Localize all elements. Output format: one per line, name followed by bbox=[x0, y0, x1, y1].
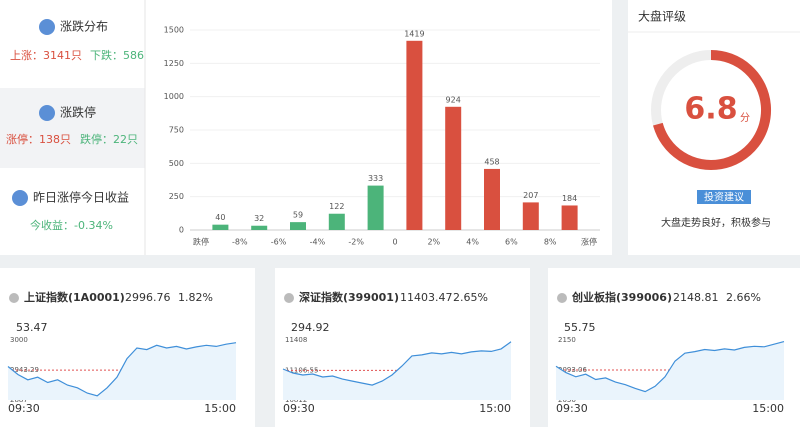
x-tick-label: 6% bbox=[505, 238, 518, 247]
x-tick-label: -6% bbox=[271, 238, 287, 247]
card-title: 深证指数(399001) bbox=[299, 290, 399, 304]
bar-label: 32 bbox=[254, 214, 264, 223]
y-tick-label: 750 bbox=[169, 126, 184, 135]
bar-label: 59 bbox=[293, 211, 303, 220]
x-tick-label: 15:00 bbox=[479, 402, 511, 415]
x-tick-label: 09:30 bbox=[8, 402, 40, 415]
card-title: 创业板指(399006) bbox=[571, 290, 672, 304]
bar bbox=[290, 222, 306, 230]
x-tick-label: -2% bbox=[348, 238, 364, 247]
y-tick-label: 11408 bbox=[285, 336, 307, 344]
section-title: 涨跌分布 bbox=[60, 19, 108, 34]
x-tick-label: 15:00 bbox=[204, 402, 236, 415]
bar bbox=[406, 40, 423, 230]
icon bbox=[557, 293, 567, 303]
card-title: 上证指数(1A0001) bbox=[24, 290, 125, 304]
gauge-arc bbox=[653, 50, 772, 170]
y-tick-label: 2150 bbox=[558, 336, 576, 344]
limit-down: 跌停：22只 bbox=[80, 132, 138, 146]
x-tick-label: 8% bbox=[544, 238, 557, 247]
price-line bbox=[7, 342, 237, 397]
card-change: 55.75 bbox=[564, 321, 596, 334]
card-pct: 2.66% bbox=[726, 291, 761, 304]
x-tick-label: 09:30 bbox=[556, 402, 588, 415]
bar bbox=[445, 106, 462, 230]
score-unit: 分 bbox=[740, 112, 750, 124]
x-tick-label: 4% bbox=[466, 238, 479, 247]
advice-button-label[interactable]: 投资建议 bbox=[704, 191, 744, 204]
icon bbox=[9, 293, 19, 303]
bar-label: 333 bbox=[368, 174, 383, 183]
card-change: 294.92 bbox=[291, 321, 330, 334]
area bbox=[556, 341, 784, 400]
x-tick-label: 09:30 bbox=[283, 402, 315, 415]
advice-button[interactable] bbox=[697, 190, 751, 204]
y-tick-label: 250 bbox=[169, 192, 184, 201]
bar bbox=[251, 225, 268, 230]
card-price: 2996.76 bbox=[125, 291, 171, 304]
icon bbox=[284, 293, 294, 303]
icon bbox=[39, 105, 55, 121]
card-price: 2148.81 bbox=[673, 291, 719, 304]
card-price: 11403.47 bbox=[400, 291, 453, 304]
price-line bbox=[555, 341, 785, 393]
bar bbox=[484, 168, 500, 230]
bar bbox=[522, 202, 539, 230]
bar-label: 122 bbox=[329, 202, 344, 211]
y-tick-label: 3000 bbox=[10, 336, 28, 344]
card-change: 53.47 bbox=[16, 321, 48, 334]
icon bbox=[12, 190, 28, 206]
area bbox=[8, 342, 236, 400]
down-count: 下跌：586 bbox=[90, 48, 144, 62]
bar-label: 184 bbox=[562, 194, 577, 203]
bar bbox=[328, 213, 345, 230]
y-tick-label: 1250 bbox=[164, 59, 184, 68]
rating-title: 大盘评级 bbox=[638, 9, 686, 24]
bar-label: 924 bbox=[446, 95, 461, 104]
limit-bg bbox=[0, 88, 145, 168]
x-tick-label: 涨停 bbox=[581, 237, 597, 247]
y-tick-label: 500 bbox=[169, 159, 184, 168]
section-title: 涨跌停 bbox=[60, 105, 96, 120]
bar-label: 207 bbox=[523, 191, 538, 200]
x-tick-label: -4% bbox=[310, 238, 326, 247]
rating-comment: 大盘走势良好，积极参与 bbox=[661, 216, 771, 229]
y-tick-label: 0 bbox=[179, 226, 184, 235]
price-line bbox=[282, 341, 512, 386]
x-tick-label: 跌停 bbox=[193, 237, 209, 247]
bar-label: 40 bbox=[215, 213, 225, 222]
bar bbox=[367, 185, 384, 230]
yesterday-return: 今收益：-0.34% bbox=[30, 218, 113, 232]
y-tick-label: 1000 bbox=[164, 92, 184, 101]
card-pct: 1.82% bbox=[178, 291, 213, 304]
bar-label: 1419 bbox=[404, 29, 424, 38]
x-tick-label: -8% bbox=[232, 238, 248, 247]
y-tick-label: 1500 bbox=[164, 26, 184, 35]
section-title: 昨日涨停今日收益 bbox=[33, 190, 129, 205]
score: 6.8 bbox=[684, 92, 737, 127]
limit-up: 涨停：138只 bbox=[6, 132, 71, 146]
x-tick-label: 15:00 bbox=[752, 402, 784, 415]
bar bbox=[561, 205, 578, 230]
bar-label: 458 bbox=[484, 157, 499, 166]
icon bbox=[39, 19, 55, 35]
x-tick-label: 2% bbox=[427, 238, 440, 247]
y-tick-label: 11106.55 bbox=[285, 366, 318, 374]
card-bg bbox=[275, 268, 530, 427]
card-pct: 2.65% bbox=[453, 291, 488, 304]
up-count: 上涨：3141只 bbox=[10, 49, 82, 62]
x-tick-label: 0 bbox=[392, 238, 397, 247]
bar bbox=[212, 224, 229, 230]
